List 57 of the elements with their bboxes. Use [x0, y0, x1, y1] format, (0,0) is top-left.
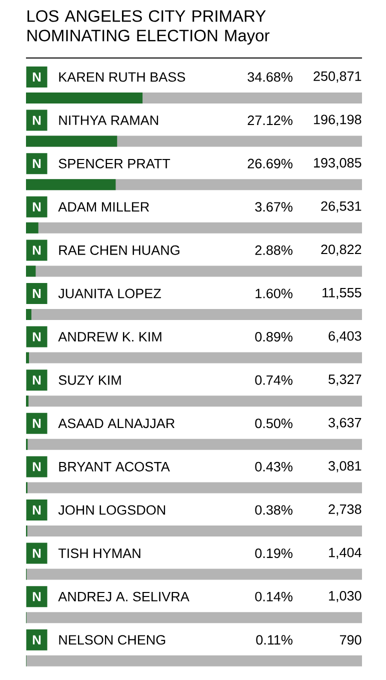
annotation: 1,030 [329, 591, 362, 602]
annotation: 1,404 [329, 548, 362, 559]
annotation: 250,871 [314, 71, 362, 83]
data-label: 0.50% [255, 418, 292, 428]
annotation: 3,081 [328, 461, 362, 472]
annotation: 790 [340, 635, 362, 645]
y-tick-label: ADAM MILLER [58, 202, 150, 212]
data-label: 34.68% [248, 72, 292, 82]
y-tick-label: SUZY KIM [58, 375, 121, 385]
annotation: N [32, 332, 41, 342]
y-tick-label: KAREN RUTH BASS [59, 72, 186, 82]
data-label: 0.38% [255, 505, 292, 515]
annotation: N [32, 72, 41, 82]
y-tick-label: JOHN LOGSDON [58, 505, 166, 515]
data-label: 2.88% [255, 245, 292, 255]
annotation: N [32, 376, 41, 385]
data-label: 0.14% [255, 592, 292, 602]
annotation: 193,085 [314, 158, 362, 170]
data-label: 1.60% [256, 288, 292, 298]
annotation: N [32, 246, 41, 255]
annotation: N [32, 159, 41, 168]
annotation: N [32, 462, 41, 472]
annotation: N [32, 418, 41, 428]
chart-title: LOS ANGELES CITY PRIMARY NOMINATING ELECTION Mayor [28, 10, 270, 45]
annotation: 3,637 [328, 418, 362, 429]
y-tick-label: TISH HYMAN [58, 548, 140, 558]
annotation: N [32, 116, 41, 125]
annotation: N [32, 202, 41, 212]
data-label: 0.43% [255, 462, 292, 472]
y-tick-label: ANDREW K. KIM [58, 332, 162, 342]
data-label: 0.19% [255, 548, 292, 558]
y-tick-label: NITHYA RAMAN [59, 116, 158, 125]
annotation: 5,327 [328, 374, 362, 386]
y-tick-label: RAE CHEN HUANG [59, 245, 180, 255]
annotation: N [32, 635, 41, 644]
y-tick-label: ASAAD ALNAJJAR [58, 418, 175, 428]
annotation: N [32, 506, 41, 514]
y-tick-label: SPENCER PRATT [58, 158, 170, 168]
annotation: N [32, 548, 41, 558]
data-label: 0.74% [255, 375, 292, 385]
annotation: 196,198 [314, 114, 362, 126]
data-label: 3.67% [255, 202, 292, 212]
y-tick-label: NELSON CHENG [59, 635, 166, 645]
annotation: 11,555 [322, 288, 362, 299]
annotation: 2,738 [328, 504, 362, 516]
data-label: 0.11% [256, 635, 292, 645]
annotation: N [32, 289, 41, 298]
y-tick-label: ANDREJ A. SELIVRA [58, 592, 190, 602]
annotation: N [32, 592, 41, 602]
data-label: 27.12% [248, 116, 292, 126]
y-tick-label: JUANITA LOPEZ [58, 288, 161, 298]
annotation: 20,822 [321, 244, 362, 256]
annotation: 6,403 [328, 331, 362, 342]
y-tick-label: BRYANT ACOSTA [59, 462, 170, 472]
data-label: 26.69% [248, 158, 292, 168]
data-label: 0.89% [255, 332, 292, 342]
annotation: 26,531 [321, 201, 362, 212]
